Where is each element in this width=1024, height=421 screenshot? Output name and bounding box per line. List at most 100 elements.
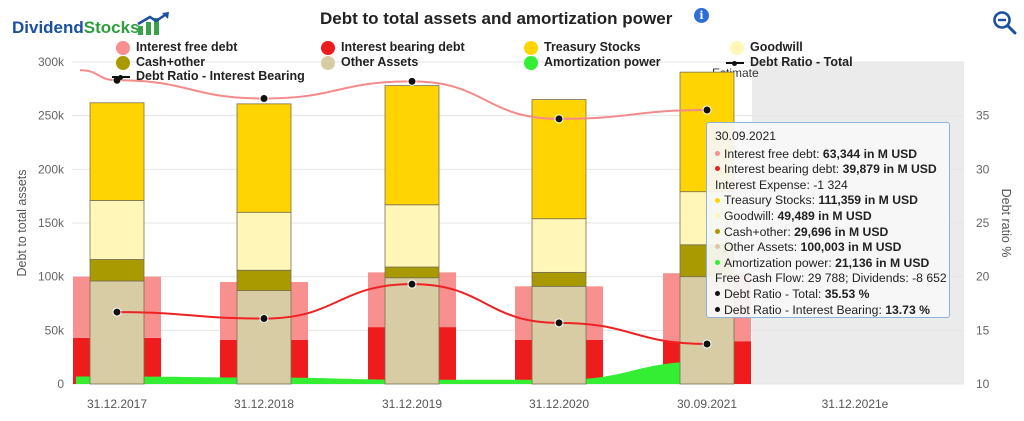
tooltip-label: Debt Ratio - Total: [724,286,825,301]
tooltip-value: 39,879 in M USD [842,162,937,177]
debt-ratio-ib-line-point [702,339,712,349]
y-axis-label: Debt to total assets [15,169,29,276]
treasury-stocks-bar [384,85,440,206]
debt-ratio-ib-line-point [112,307,122,317]
tooltip-dot [715,166,720,172]
tooltip-row: Debt Ratio - Total: 35.53 % [715,287,941,303]
tooltip-value: 29,696 in M USD [794,224,889,239]
logo-chart-icon [137,12,169,35]
chart-legend: Interest free debt Interest bearing debt T… [0,38,1024,84]
y2-axis-label: Debt ratio % [999,189,1013,258]
tooltip-row: Interest free debt: 63,344 in M USD [715,147,941,163]
tooltip-value: 13.73 % [885,302,930,317]
legend-item-interest-bearing[interactable]: Interest bearing debt [321,40,525,55]
legend-label: Amortization power [544,55,661,69]
cash-other-bar [531,271,587,287]
legend-item-debt-ib-line[interactable]: Debt Ratio - Interest Bearing [112,69,320,84]
legend-dot-swatch [732,60,737,66]
legend-item-treasury[interactable]: Treasury Stocks [524,40,728,55]
debt-ratio-ib-line-point [259,314,269,324]
tooltip-label: Interest Expense: -1 324 [715,177,848,192]
debt-ratio-total-line-point [259,93,269,103]
tooltip-row: Debt Ratio - Interest Bearing: 13.73 % [715,303,941,319]
tooltip-dot [715,150,720,156]
x-tick-label: 31.12.2019 [382,397,442,411]
legend-swatch [524,41,538,55]
y-tick-label: 0 [57,377,64,391]
goodwill-bar [89,200,145,260]
tooltip-dot [715,291,720,297]
other-assets-bar [531,285,587,385]
tooltip-value: 100,003 in M USD [800,240,902,255]
legend-swatch [321,41,335,55]
y-tick-label: 200k [38,162,65,176]
y2-tick-label: 35 [976,109,990,123]
legend-item-debt-total-line[interactable]: Debt Ratio - Total [726,55,934,70]
tooltip-row: Goodwill: 49,489 in M USD [715,209,941,225]
tooltip-value: 35.53 % [824,286,870,301]
y-tick-label: 250k [38,109,65,123]
legend-item-amortization[interactable]: Amortization power [524,55,728,70]
logo-text-1: Dividend [12,18,84,37]
info-icon[interactable]: i [694,8,709,23]
tooltip-row: Treasury Stocks: 111,359 in M USD [715,193,941,209]
tooltip-value: 111,359 in M USD [818,193,918,208]
legend-swatch [321,56,335,70]
legend-swatch [116,41,130,55]
tooltip-dot [715,228,720,234]
tooltip-row: Amortization power: 21,136 in M USD [715,256,941,272]
legend-label: Debt Ratio - Interest Bearing [136,69,305,83]
legend-item-goodwill[interactable]: Goodwill [730,40,934,55]
tooltip-value: 49,489 in M USD [777,208,872,223]
data-tooltip: 30.09.2021 Interest free debt: 63,344 in… [706,122,950,318]
treasury-stocks-bar [236,103,292,213]
debt-ratio-total-line-point [702,105,712,115]
legend-label: Cash+other [136,55,206,69]
y-tick-label: 50k [45,323,65,337]
tooltip-label: Amortization power: [724,255,836,270]
tooltip-row: Interest Expense: -1 324 [715,178,941,194]
tooltip-dot [715,306,720,312]
tooltip-value: 63,344 in M USD [822,146,918,161]
treasury-stocks-bar [89,102,145,201]
legend-label: Other Assets [341,55,419,69]
tooltip-dot [715,260,720,266]
y2-tick-label: 15 [976,323,990,337]
tooltip-row: Cash+other: 29,696 in M USD [715,225,941,241]
tooltip-date: 30.09.2021 [715,129,776,143]
tooltip-row: Other Assets: 100,003 in M USD [715,240,941,256]
goodwill-bar [531,218,587,273]
y-tick-label: 300k [38,55,65,69]
x-tick-label: 31.12.2021e [822,397,889,411]
debt-ratio-ib-line-point [554,318,564,328]
legend-item-other-assets[interactable]: Other Assets [321,55,525,70]
legend-item-interest-free[interactable]: Interest free debt [116,40,320,55]
tooltip-label: Interest bearing debt: [724,162,843,177]
legend-item-cash-other[interactable]: Cash+other [116,55,320,70]
legend-label: Interest bearing debt [341,40,465,54]
x-tick-label: 31.12.2017 [87,397,147,411]
y2-tick-label: 20 [976,270,990,284]
tooltip-row: Interest bearing debt: 39,879 in M USD [715,162,941,178]
legend-dot-swatch [118,74,123,80]
tooltip-label: Goodwill: [724,208,778,223]
legend-swatch [730,41,744,55]
y2-tick-label: 10 [976,377,990,391]
debt-ratio-total-line [79,69,708,120]
tooltip-label: Treasury Stocks: [724,193,819,208]
other-assets-bar [236,290,292,385]
goodwill-bar [236,211,292,271]
zoom-out-icon[interactable] [992,10,1018,36]
debt-ratio-total-line-point [407,76,417,86]
legend-label: Debt Ratio - Total [750,55,853,69]
other-assets-bar [89,280,145,385]
cash-other-bar [89,259,145,282]
y2-tick-label: 25 [976,216,990,230]
y2-tick-label: 30 [976,162,990,176]
tooltip-value: 21,136 in M USD [835,255,930,270]
legend-label: Treasury Stocks [544,40,641,54]
cash-other-bar [236,269,292,292]
chart-title: Debt to total assets and amortization po… [320,9,673,28]
tooltip-label: Debt Ratio - Interest Bearing: [724,302,886,317]
legend-swatch [524,56,538,70]
